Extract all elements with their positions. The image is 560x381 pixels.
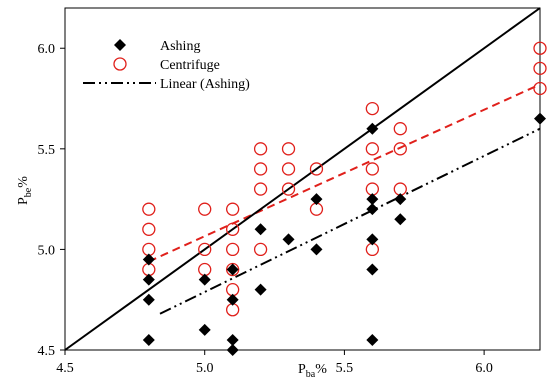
ashing-point [226,333,239,346]
ashing-point [366,193,379,206]
ashing-point [394,213,407,226]
centrifuge-point [253,182,268,196]
legend-entry-centrifuge: Centrifuge [113,57,220,73]
legend-label-centrifuge: Centrifuge [160,58,220,73]
x-tick-label: 6.0 [475,361,493,376]
axis-ticks: 4.5 5.0 5.5 6.0 4.5 5.0 5.5 6.0 [38,42,493,376]
x-axis-title-subscript: ba [306,369,316,380]
centrifuge-point [198,242,212,257]
data-markers [142,41,547,356]
centrifuge-point [225,242,240,257]
trend-line-reference [64,7,541,351]
centrifuge-point [142,202,156,216]
ashing-point [366,122,379,135]
legend-entry-ashing: Ashing [114,39,200,54]
centrifuge-point [365,142,380,156]
ashing-point [142,333,155,346]
centrifuge-point [533,61,547,76]
legend-entry-linear-ashing: Linear (Ashing) [83,77,250,92]
centrifuge-point [225,202,240,216]
ashing-point [142,293,155,306]
ashing-point [310,193,323,206]
y-tick-label: 6.0 [38,42,56,57]
legend-label-ashing: Ashing [160,39,200,54]
ashing-point [310,243,323,256]
legend: Ashing Centrifuge Linear (Ashing) [83,39,250,92]
centrifuge-point [281,142,296,156]
centrifuge-point [393,142,407,156]
ashing-point [198,323,211,336]
centrifuge-point [225,222,240,236]
trend-line-linear-ashing [159,127,541,315]
centrifuge-point [281,182,296,196]
ashing-point [226,293,239,306]
x-tick-label: 5.5 [336,361,354,376]
centrifuge-point [198,202,212,216]
ashing-point [142,273,155,286]
x-axis-title: Pba% [298,362,327,380]
ashing-point [226,344,239,356]
ashing-point [198,273,211,286]
plot-frame [64,7,541,351]
centrifuge-point [281,162,296,176]
ashing-point [254,283,267,296]
ashing-point [366,203,379,216]
centrifuge-point [365,162,380,176]
centrifuge-point [142,222,156,236]
y-tick-label: 5.0 [38,243,56,258]
ashing-point [254,223,267,236]
centrifuge-point [393,122,407,136]
y-tick-label: 4.5 [38,344,56,359]
centrifuge-point [253,242,268,257]
centrifuge-point [365,101,380,116]
ashing-point [226,263,239,276]
ashing-point [282,233,295,246]
y-tick-label: 5.5 [38,143,56,158]
plot-area [64,7,541,351]
trend-line-centrifuge [148,83,541,263]
legend-label-linear-ashing: Linear (Ashing) [160,77,250,92]
legend-open-circle-marker [113,57,127,71]
ashing-point [366,233,379,246]
y-axis-title-subscript: be [23,187,34,197]
ashing-point [534,112,546,125]
centrifuge-point [253,162,268,176]
x-tick-label: 5.0 [196,361,214,376]
centrifuge-point [309,162,324,176]
x-tick-label: 4.5 [56,361,74,376]
ashing-point [366,333,379,346]
ashing-point [366,263,379,276]
ashing-point [394,193,407,206]
y-axis-title: Pbe% [16,176,34,205]
centrifuge-point [253,142,268,156]
ashing-point [142,253,155,266]
legend-diamond-marker [114,39,126,51]
trend-lines [64,7,541,351]
centrifuge-point [533,41,547,55]
centrifuge-point [533,81,547,96]
